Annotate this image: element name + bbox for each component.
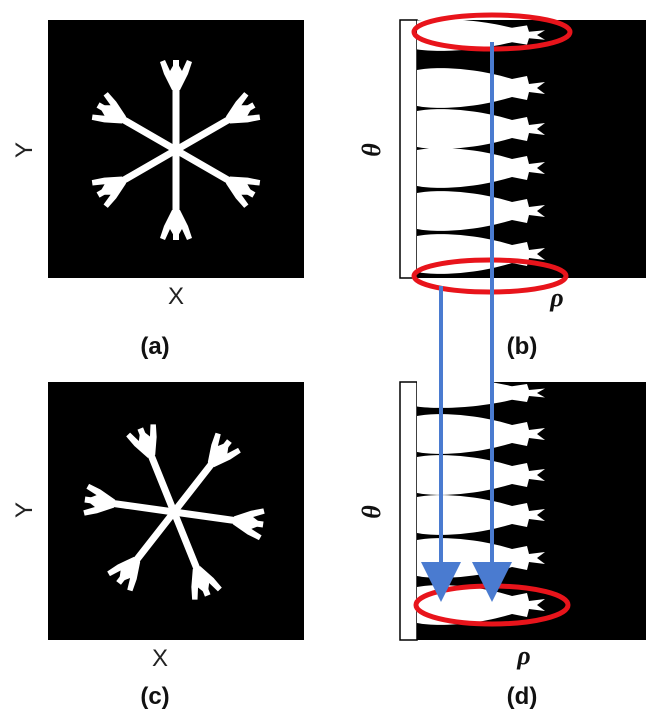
rho-label-b: ρ — [549, 283, 563, 312]
rho-label-d: ρ — [516, 641, 530, 670]
caption-b: (b) — [507, 333, 538, 360]
panel-d: θ ρ (d) — [357, 378, 646, 710]
panel-a: Y X (a) — [11, 20, 304, 360]
theta-label-d: θ — [357, 505, 386, 519]
theta-label-b: θ — [357, 143, 386, 157]
y-axis-label-a: Y — [11, 142, 38, 158]
x-axis-label-c: X — [152, 645, 168, 672]
y-axis-label-c: Y — [11, 502, 38, 518]
correspondence-arrows — [421, 42, 512, 602]
caption-d: (d) — [507, 683, 538, 710]
panel-b: θ ρ (b) — [357, 12, 646, 360]
panel-c: Y X (c) — [11, 382, 304, 710]
polar-left-strip-b — [399, 19, 418, 279]
x-axis-label-a: X — [168, 283, 184, 310]
caption-c: (c) — [140, 683, 169, 710]
caption-a: (a) — [140, 333, 169, 360]
